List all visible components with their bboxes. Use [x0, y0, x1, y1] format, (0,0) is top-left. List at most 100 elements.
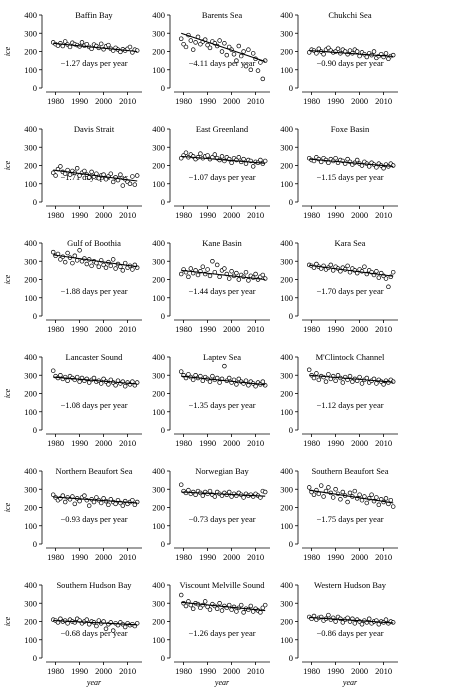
x-tick-label: 1980 [175, 438, 192, 448]
trend-line [181, 269, 266, 281]
data-point [118, 264, 123, 269]
data-point [212, 152, 218, 157]
x-tick-label: 2010 [247, 324, 264, 334]
y-tick-label: 200 [152, 617, 165, 627]
data-point [77, 248, 82, 253]
data-point [359, 381, 365, 386]
y-tick-label: 400 [280, 352, 293, 362]
data-point [340, 380, 346, 385]
data-point [340, 489, 346, 495]
x-tick-label: 1990 [199, 666, 216, 676]
data-point [262, 383, 268, 388]
data-point [200, 493, 206, 498]
data-point [323, 379, 329, 384]
data-point [58, 164, 63, 169]
x-tick-label: 1990 [71, 210, 88, 220]
y-axis-title: ice [3, 502, 12, 512]
x-tick-label: 1990 [199, 210, 216, 220]
y-tick-label: 200 [152, 503, 165, 513]
panel-east-greenland: 0 100 200 300 400 1980 1990 2000 2010 East Greenl… [152, 124, 270, 220]
data-point [130, 174, 135, 179]
y-axis-title: ice [3, 160, 12, 170]
y-tick-label: 100 [280, 635, 293, 645]
y-tick-label: 300 [24, 142, 37, 152]
y-tick-label: 300 [280, 256, 293, 266]
panel-laptev-sea: 0 100 200 300 400 1980 1990 2000 2010 Laptev Sea −… [152, 352, 270, 448]
trend-annotation: −1.44 days per year [188, 286, 255, 296]
y-tick-label: 0 [289, 311, 293, 321]
data-point [345, 263, 350, 269]
x-tick-label: 1980 [175, 666, 192, 676]
data-point [262, 158, 268, 164]
x-tick-label: 1980 [303, 552, 320, 562]
data-point [190, 47, 196, 52]
trend-line [309, 264, 394, 277]
data-point [354, 49, 360, 54]
x-tick-label: 1980 [303, 438, 320, 448]
y-tick-label: 200 [280, 47, 293, 57]
y-tick-label: 0 [161, 83, 165, 93]
y-tick-label: 100 [152, 635, 165, 645]
data-point [183, 44, 189, 50]
x-tick-label: 2000 [223, 96, 240, 106]
data-point [94, 260, 99, 266]
data-point [58, 257, 63, 262]
x-tick-label: 2010 [375, 96, 392, 106]
trend-line [309, 489, 394, 504]
x-tick-label: 1980 [47, 666, 64, 676]
y-tick-label: 100 [24, 635, 37, 645]
data-point [200, 378, 206, 383]
data-point [340, 620, 346, 625]
y-tick-label: 100 [280, 521, 293, 531]
y-tick-label: 100 [280, 293, 293, 303]
trend-annotation: −0.86 days per year [316, 628, 383, 638]
data-point [262, 276, 268, 281]
trend-line [53, 496, 138, 504]
data-point [262, 489, 268, 495]
x-tick-label: 2000 [351, 438, 368, 448]
data-point [241, 49, 246, 54]
data-point [219, 49, 225, 54]
data-point [333, 487, 338, 492]
x-tick-label: 2010 [119, 96, 136, 106]
panel-title: Barents Sea [202, 10, 243, 20]
x-tick-label: 2000 [95, 96, 112, 106]
trend-line [53, 42, 138, 53]
y-tick-label: 100 [280, 407, 293, 417]
data-point [98, 500, 104, 506]
y-tick-label: 200 [152, 389, 165, 399]
y-tick-label: 100 [152, 293, 165, 303]
trend-line [309, 616, 394, 624]
x-tick-label: 1990 [327, 666, 344, 676]
data-point [241, 610, 246, 615]
data-point [183, 150, 189, 155]
trend-annotation: −1.08 days per year [60, 400, 127, 410]
data-point [212, 494, 218, 499]
data-point [224, 52, 230, 58]
x-tick-label: 2000 [223, 324, 240, 334]
y-tick-label: 400 [152, 352, 165, 362]
y-tick-label: 300 [280, 370, 293, 380]
x-tick-label: 2000 [223, 438, 240, 448]
data-point [374, 495, 379, 500]
y-tick-label: 200 [280, 275, 293, 285]
x-tick-label: 1980 [175, 552, 192, 562]
panel-title: Gulf of Boothia [67, 238, 121, 248]
data-point [53, 173, 58, 178]
data-point [110, 179, 116, 185]
x-tick-label: 1990 [327, 552, 344, 562]
data-point [306, 50, 312, 55]
y-tick-label: 100 [280, 65, 293, 75]
data-point [222, 363, 227, 369]
data-point [98, 381, 104, 386]
x-tick-label: 1980 [47, 96, 64, 106]
data-point [390, 269, 396, 275]
x-tick-label: 1990 [327, 438, 344, 448]
data-point [255, 68, 261, 73]
data-point [74, 165, 80, 171]
data-point [205, 42, 210, 48]
panel-northern-beaufort-sea: 0 100 200 300 400 1980 1990 2000 2010 Northern Be… [3, 466, 142, 562]
x-tick-label: 1990 [71, 324, 88, 334]
data-point [94, 623, 99, 629]
y-tick-label: 300 [152, 28, 165, 38]
